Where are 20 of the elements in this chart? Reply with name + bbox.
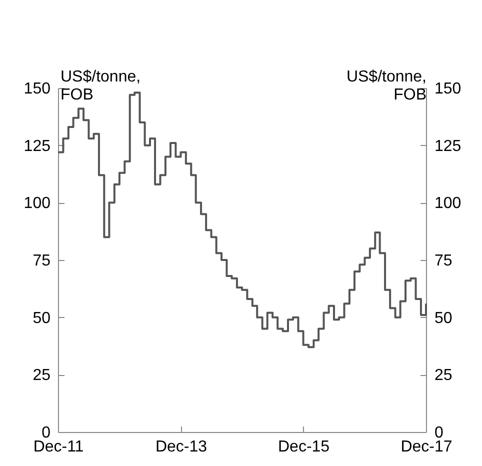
y2-tick-label: 125: [434, 138, 462, 155]
y2-tick-label: 50: [434, 310, 452, 327]
x-tick-label: Dec-17: [400, 438, 452, 456]
y-tick-label: 25: [32, 367, 51, 384]
y2-tick-label: 150: [434, 80, 462, 98]
x-tick-label: Dec-15: [278, 438, 330, 456]
y-tick-label: 0: [42, 424, 51, 442]
y-tick-label: 100: [24, 195, 51, 212]
y-tick-label: 150: [24, 80, 51, 98]
y-tick-label: 125: [24, 138, 51, 155]
y2-tick-label: 75: [434, 252, 452, 270]
y-tick-label: 75: [32, 252, 51, 270]
x-tick-label: Dec-13: [155, 438, 208, 456]
x-tick-label: Dec-11: [33, 438, 84, 456]
y2-tick-label: 25: [434, 367, 452, 384]
y2-axis-title: US$/tonne, FOB: [346, 68, 426, 104]
y-axis-title: US$/tonne, FOB: [60, 68, 141, 104]
y-tick-label: 50: [32, 310, 51, 327]
y2-tick-label: 0: [434, 424, 444, 442]
y2-tick-label: 100: [434, 195, 462, 212]
